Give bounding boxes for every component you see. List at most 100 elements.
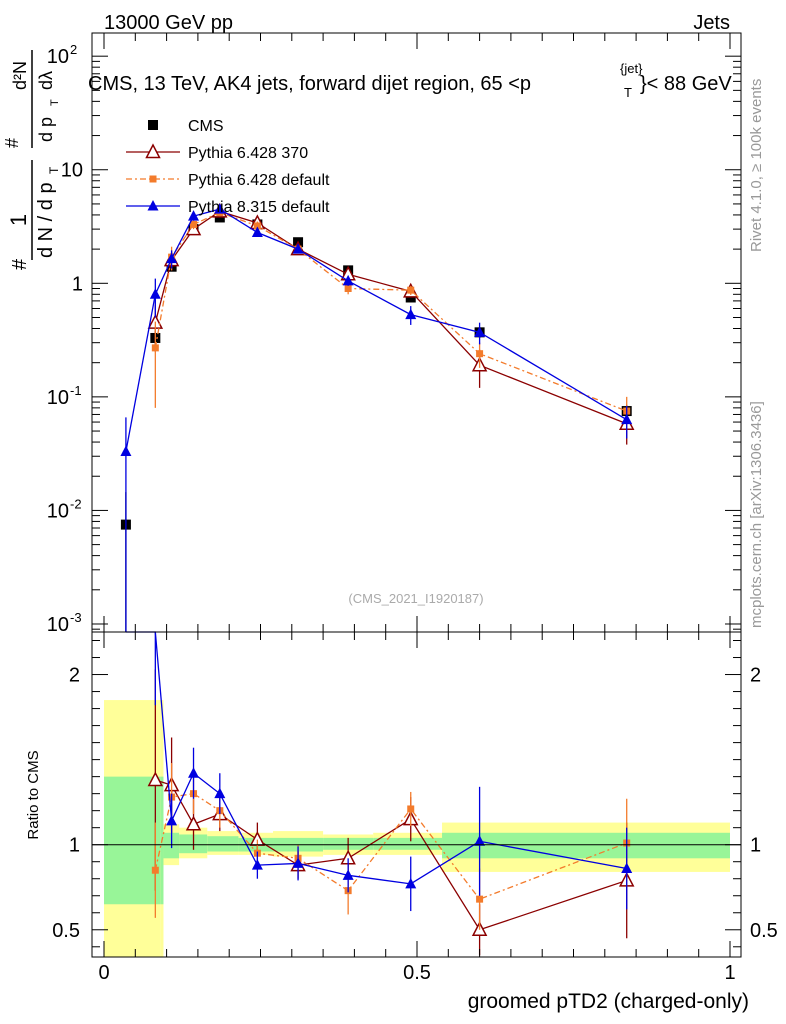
legend-item-py8: Pythia 8.315 default (126, 199, 330, 216)
data-point (474, 326, 486, 337)
legend-item-py6_370: Pythia 6.428 370 (126, 143, 308, 162)
data-point (151, 866, 159, 874)
data-point (188, 767, 200, 778)
data-point (407, 805, 415, 813)
category-label: Jets (693, 12, 730, 34)
ratio-band-inner (373, 837, 443, 850)
mcplots-label: mcplots.cern.ch [arXiv:1306.3436] (748, 401, 765, 628)
ylabel-d2n-den-sub: T (49, 99, 61, 106)
series-py8-main (120, 203, 633, 632)
main-panel-series (120, 202, 635, 632)
ylabel-frac-num: 1 (6, 214, 31, 226)
legend-label: Pythia 6.428 370 (188, 145, 308, 162)
ylabel-frac-den: d N / d p (35, 182, 57, 258)
ylabel-hash1: # (9, 258, 31, 270)
series-line (125, 208, 628, 452)
y-tick-exponent: 2 (70, 42, 77, 57)
y-tick-label: 0.5 (52, 920, 80, 942)
series-line (154, 211, 627, 412)
title-main: CMS, 13 TeV, AK4 jets, forward dijet reg… (88, 73, 531, 95)
y-tick-label: 1 (72, 273, 83, 295)
data-point (185, 815, 202, 831)
analysis-watermark: (CMS_2021_I1920187) (348, 591, 483, 606)
data-point (621, 862, 633, 874)
x-tick-label: 1 (724, 962, 735, 984)
legend-marker (145, 143, 161, 159)
series-line (154, 792, 627, 900)
data-point (149, 288, 161, 299)
ratio-y-axis: 2 2 1 1 0.5 0.5 (52, 640, 778, 948)
y-tick-exponent: -1 (70, 383, 82, 398)
legend-label: Pythia 6.428 default (188, 172, 330, 189)
rivet-label: Rivet 4.1.0, ≥ 100k events (748, 79, 765, 252)
y-tick-label: 2 (69, 665, 80, 687)
data-point (151, 344, 159, 352)
title-end: }< 88 GeV (640, 73, 732, 95)
y-tick-label-right: 2 (750, 665, 761, 687)
ratio-band-inner (207, 836, 239, 852)
legend-marker (149, 175, 157, 183)
series-py8-ratio (125, 631, 633, 912)
data-point (292, 243, 304, 254)
y-tick-label: 1 (69, 835, 80, 857)
y-tick-label: 10 (61, 160, 83, 182)
data-point (405, 877, 417, 889)
y-tick-label: 10 (47, 46, 69, 68)
ylabel-d2n-den: d p (36, 117, 56, 142)
data-point (407, 286, 415, 294)
x-axis: 0 0.5 1 (98, 33, 736, 984)
data-point (147, 771, 164, 787)
y-tick-exponent: -3 (70, 610, 82, 625)
data-point (251, 859, 263, 870)
ylabel-hash2: # (2, 138, 22, 148)
data-point (621, 413, 633, 425)
ylabel-d2n-den-tail: dλ (36, 71, 56, 90)
legend-marker (147, 200, 159, 211)
data-point (188, 210, 200, 221)
ylabel-frac-den-sub: T (47, 166, 61, 174)
y-tick-label: 10 (47, 500, 69, 522)
data-point (476, 350, 484, 358)
ratio-band-inner (442, 832, 730, 859)
legend-item-py6_def: Pythia 6.428 default (126, 172, 330, 189)
title-sup: {jet} (620, 61, 643, 76)
series-py6_370-main (147, 202, 635, 445)
data-point (405, 308, 417, 320)
main-y-axis-label: # 1 d N / d p T # d²N d p T dλ (2, 50, 61, 270)
x-tick-label: 0.5 (403, 962, 431, 984)
data-point (292, 857, 304, 868)
ylabel-d2n-num: d²N (10, 61, 30, 90)
legend-label: Pythia 8.315 default (188, 199, 330, 216)
y-tick-label: 10 (47, 614, 69, 636)
plot-title: CMS, 13 TeV, AK4 jets, forward dijet reg… (88, 61, 732, 100)
data-point (344, 284, 352, 292)
ratio-panel-frame (91, 631, 742, 958)
legend: CMS Pythia 6.428 370 Pythia 6.428 default P… (126, 118, 330, 216)
data-point (342, 869, 354, 880)
y-tick-label: 10 (47, 387, 69, 409)
y-tick-exponent: -2 (70, 496, 82, 511)
data-point (476, 895, 484, 903)
x-axis-label: groomed pTD2 (charged-only) (468, 990, 749, 1013)
ratio-uncertainty-bands (104, 700, 730, 957)
x-tick-label: 0 (98, 962, 109, 984)
data-point (253, 222, 261, 230)
y-tick-label-right: 0.5 (750, 920, 778, 942)
title-sub: T (624, 85, 632, 100)
legend-marker (148, 120, 158, 130)
data-point (251, 226, 263, 238)
ratio-y-axis-label: Ratio to CMS (25, 750, 42, 839)
series-py6_def-main (151, 209, 631, 432)
data-point (474, 835, 486, 846)
beam-label: 13000 GeV pp (104, 12, 233, 34)
data-point (120, 445, 132, 457)
legend-item-cms: CMS (148, 118, 224, 135)
data-point (214, 787, 226, 799)
y-tick-label-right: 1 (750, 835, 761, 857)
ratio-panel-series (125, 631, 635, 956)
series-line (155, 779, 627, 931)
ratio-band-inner (104, 776, 161, 905)
series-cms-main (120, 212, 632, 632)
